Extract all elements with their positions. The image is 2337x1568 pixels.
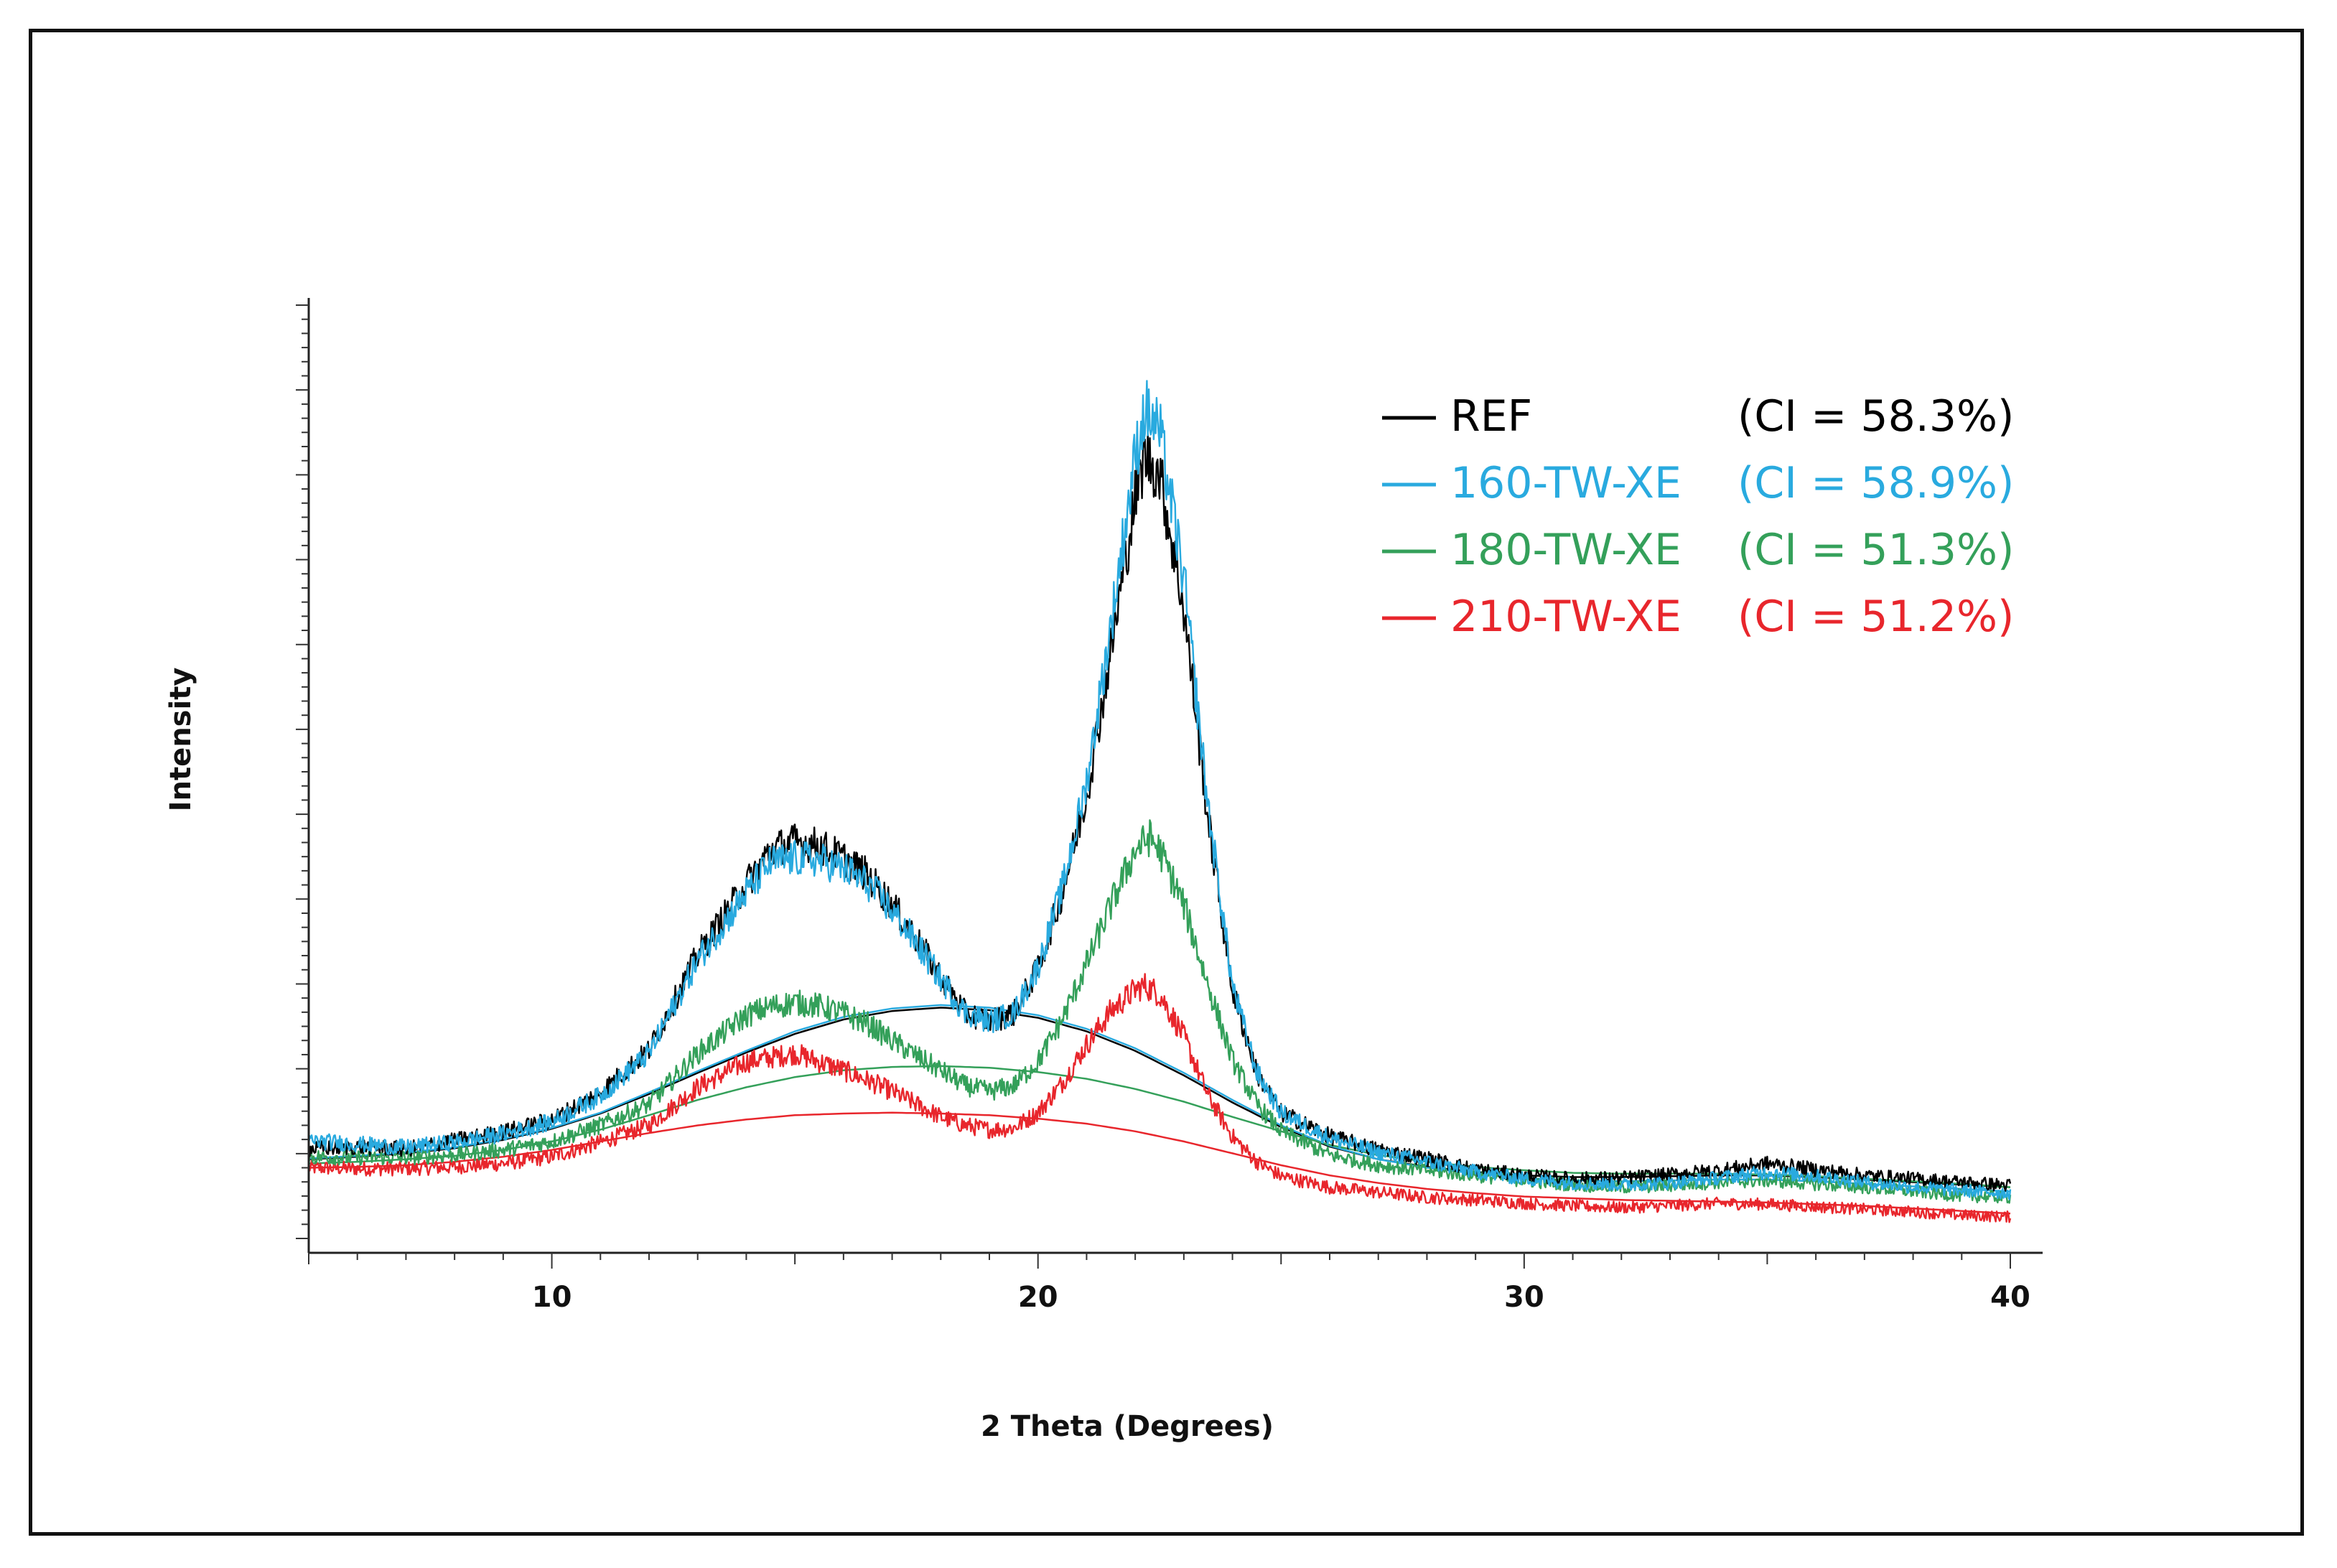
x-tick-label: 10 [532,1281,572,1314]
legend: REF (CI = 58.3%) 160-TW-XE (CI = 58.9%) 180-… [1382,391,2014,642]
fit-line-ref [308,1007,2011,1188]
legend-label: 180-TW-XE [1450,525,1681,575]
xrd-chart: 10 20 30 40 2 Theta (Degrees) Intensity REF… [164,298,2043,1443]
x-tick-label: 20 [1018,1281,1058,1314]
legend-label: 210-TW-XE [1450,592,1681,642]
x-tick-label: 30 [1504,1281,1544,1314]
fit-line-160-tw-xe [308,1004,2011,1193]
legend-ci-label: (CI = 58.9%) [1737,458,2014,508]
series-line-160-tw-xe [307,380,2012,1200]
figure-frame: 10 20 30 40 2 Theta (Degrees) Intensity REF… [29,29,2304,1536]
series-lines [307,380,2012,1223]
series-line-210-tw-xe [307,973,2012,1223]
legend-ci-label: (CI = 51.2%) [1737,592,2014,642]
legend-label: 160-TW-XE [1450,458,1681,508]
x-tick-label: 40 [1990,1281,2030,1314]
axes: 10 20 30 40 [296,298,2043,1314]
legend-ci-label: (CI = 51.3%) [1737,525,2014,575]
legend-label: REF [1450,391,1532,442]
fit-line-210-tw-xe [308,1111,2011,1215]
series-line-180-tw-xe [307,819,2012,1204]
legend-ci-label: (CI = 58.3%) [1737,391,2014,442]
x-axis-title: 2 Theta (Degrees) [981,1410,1274,1443]
y-axis-title: Intensity [164,668,197,812]
